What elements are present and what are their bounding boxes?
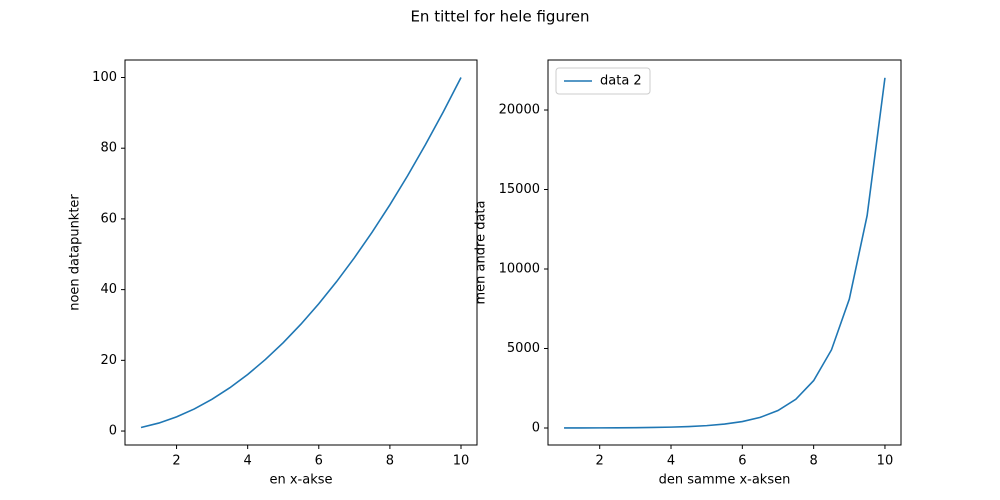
y-tick-label: 20	[100, 353, 117, 368]
y-tick-label: 80	[100, 141, 117, 156]
x-tick-label: 4	[244, 454, 252, 469]
y-tick-label: 5000	[507, 341, 540, 356]
y-tick-label: 60	[100, 211, 117, 226]
figure-title: En tittel for hele figuren	[410, 8, 589, 26]
axes-frame	[124, 59, 478, 446]
x-axis-label: en x-akse	[269, 473, 332, 488]
y-tick-label: 10000	[499, 262, 540, 277]
x-tick-label: 6	[315, 454, 323, 469]
x-tick-label: 10	[877, 454, 894, 469]
y-tick-label: 0	[532, 420, 540, 435]
y-tick-label: 15000	[499, 182, 540, 197]
y-tick-label: 40	[100, 282, 117, 297]
x-tick-label: 8	[386, 454, 394, 469]
y-axis-label: men andre data	[474, 201, 489, 305]
y-tick-label: 20000	[499, 103, 540, 118]
line	[140, 77, 462, 429]
x-tick-label: 6	[738, 454, 746, 469]
x-tick-label: 10	[453, 454, 470, 469]
legend-label: data 2	[600, 74, 642, 89]
y-tick-label: 100	[92, 70, 117, 85]
x-tick-label: 2	[172, 454, 180, 469]
line	[564, 77, 886, 429]
x-tick-label: 2	[596, 454, 604, 469]
y-tick-label: 0	[109, 424, 117, 439]
y-axis-label: noen datapunkter	[68, 194, 83, 311]
axes-frame	[547, 59, 902, 446]
x-axis-label: den samme x-aksen	[659, 473, 791, 488]
legend-box	[555, 67, 651, 95]
x-tick-label: 4	[667, 454, 675, 469]
x-tick-label: 8	[810, 454, 818, 469]
